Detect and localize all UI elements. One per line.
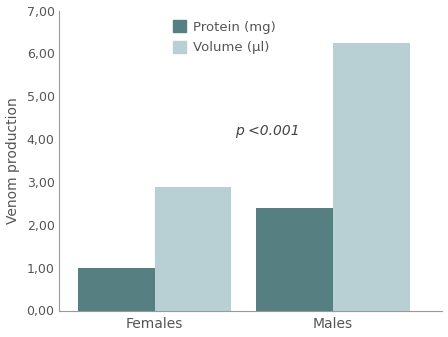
Bar xyxy=(155,187,231,310)
Bar xyxy=(333,43,409,310)
Bar xyxy=(78,268,155,310)
Bar xyxy=(256,208,333,310)
Legend: Protein (mg), Volume (μl): Protein (mg), Volume (μl) xyxy=(173,20,275,54)
Y-axis label: Venom production: Venom production xyxy=(5,97,20,224)
Text: p <0.001: p <0.001 xyxy=(235,124,300,137)
